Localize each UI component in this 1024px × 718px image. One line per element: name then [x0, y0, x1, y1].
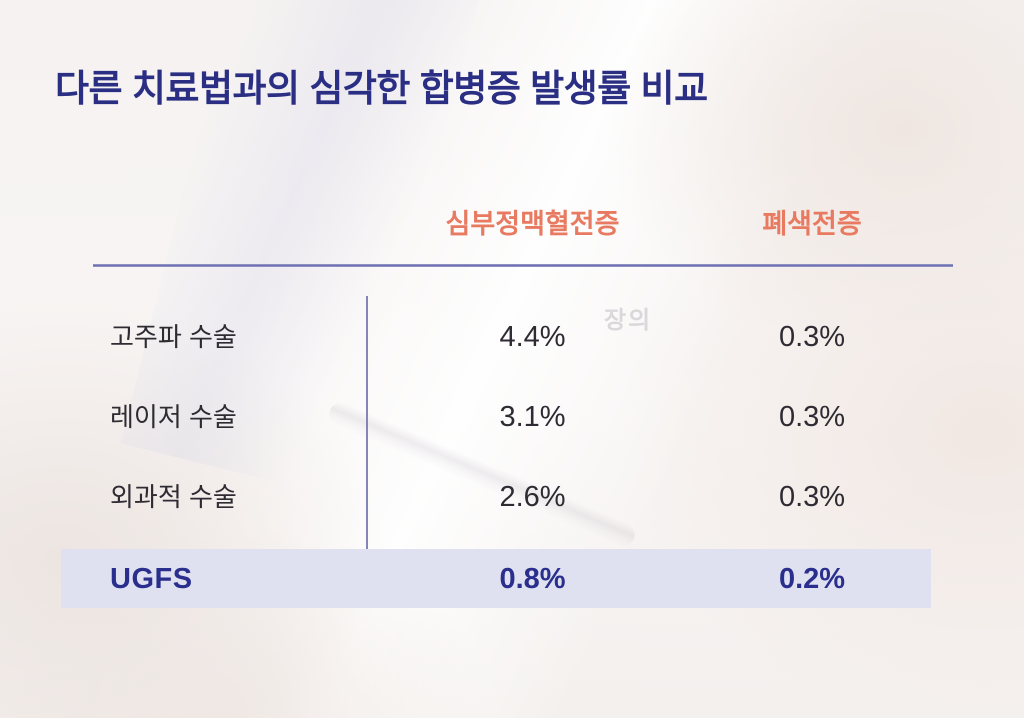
pe-value: 0.3% [778, 481, 846, 513]
ugfs-highlight-bar [61, 549, 931, 608]
pe-value: 0.2% [778, 563, 846, 595]
dvt-value: 3.1% [499, 401, 566, 433]
pe-value: 0.3% [778, 321, 846, 353]
column-divider-line [366, 296, 368, 606]
table-row: 레이저 수술 3.1% 0.3% [0, 395, 1024, 439]
row-label: 고주파 수술 [110, 322, 237, 352]
page-title: 다른 치료법과의 심각한 합병증 발생률 비교 [55, 68, 708, 109]
column-header-dvt: 심부정맥혈전증 [445, 209, 620, 239]
watermark-text: 장의 [604, 307, 653, 334]
column-header-pe: 폐색전증 [762, 209, 862, 239]
dvt-value: 4.4% [499, 321, 566, 353]
dvt-value: 2.6% [499, 481, 566, 513]
table-row: 외과적 수술 2.6% 0.3% [0, 475, 1024, 519]
dvt-value: 0.8% [499, 563, 566, 595]
header-divider-line [93, 264, 953, 267]
table-row-ugfs: UGFS 0.8% 0.2% [0, 557, 1024, 601]
row-label: 레이저 수술 [110, 402, 237, 432]
pe-value: 0.3% [778, 401, 846, 433]
row-label: UGFS [110, 563, 193, 595]
table-row: 고주파 수술 4.4% 0.3% [0, 315, 1024, 359]
row-label: 외과적 수술 [110, 482, 237, 512]
